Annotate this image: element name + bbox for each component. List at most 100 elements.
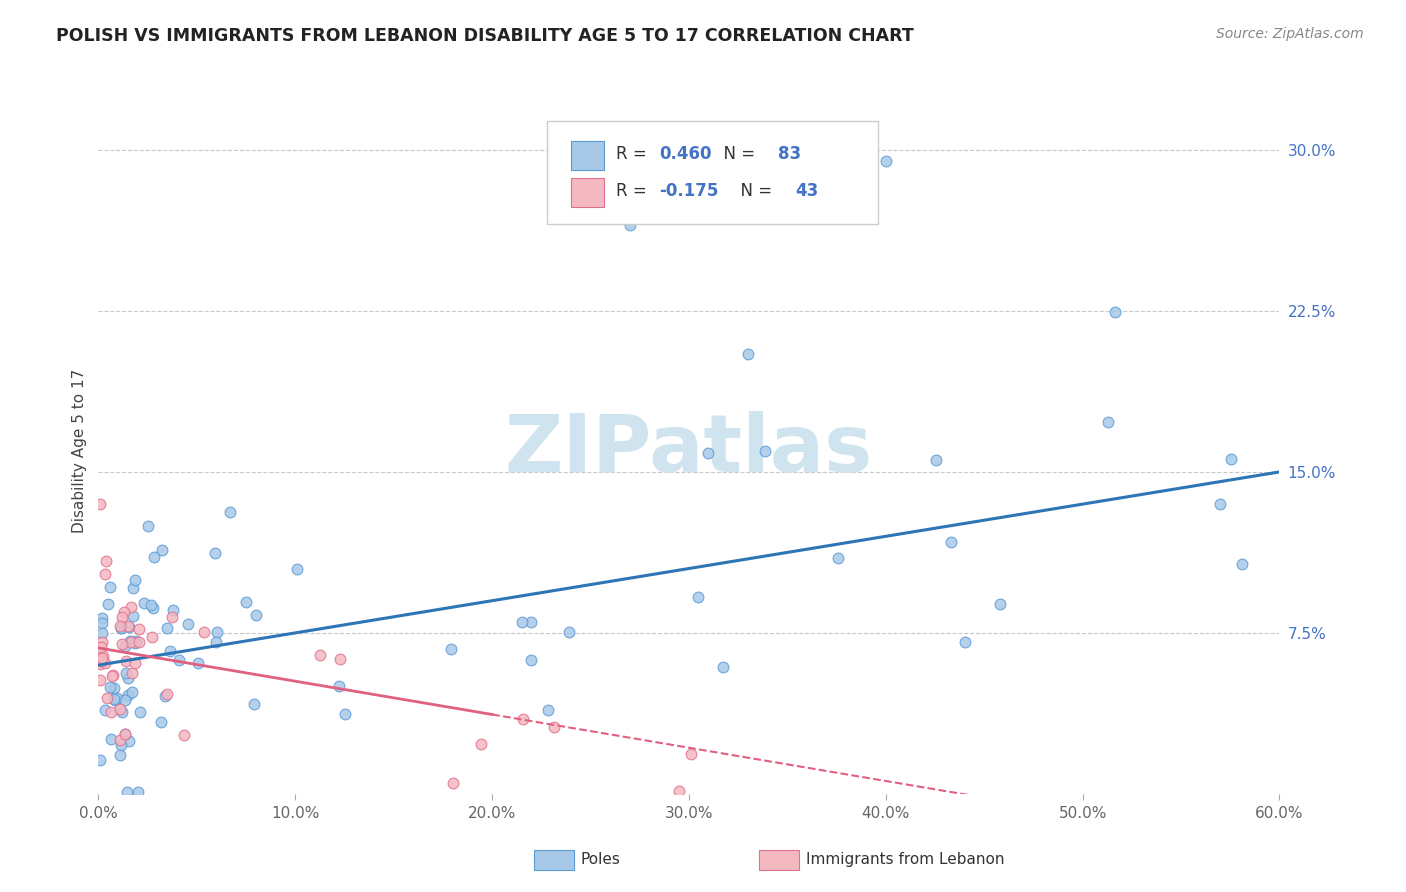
Point [142,601,165,615]
Point [988,598,1011,612]
Point [98,680,121,694]
Point [120,634,142,648]
Point [91,615,114,630]
Point [153,690,176,704]
FancyBboxPatch shape [547,120,877,224]
Point [243,697,266,711]
Point [110,621,132,635]
Text: -0.175: -0.175 [659,182,718,200]
Point [89,673,111,688]
Point [111,705,134,719]
Point [90,640,112,654]
Point [139,598,162,612]
Point [149,715,172,730]
Point [127,785,149,799]
Point [118,734,141,748]
Point [875,153,897,168]
Point [827,550,849,565]
Point [90,654,112,668]
Point [159,644,181,658]
Point [91,651,114,665]
Point [309,648,332,662]
Point [204,546,226,560]
Point [205,634,228,648]
Point [141,630,163,644]
Point [104,693,127,707]
Point [1209,497,1232,511]
Point [117,618,139,632]
Point [156,621,179,635]
Point [118,620,141,634]
Point [679,747,702,761]
Point [120,599,142,614]
Point [121,609,143,624]
Text: 83: 83 [778,145,800,162]
Point [925,453,948,467]
Point [124,635,146,649]
Point [112,605,135,619]
Point [110,738,132,752]
Point [94,703,117,717]
Point [105,690,128,705]
Point [100,705,122,719]
Text: Source: ZipAtlas.com: Source: ZipAtlas.com [1216,27,1364,41]
Point [108,702,131,716]
Point [89,657,111,671]
Text: N =: N = [730,182,778,200]
Point [91,649,114,664]
Point [143,550,166,565]
Point [177,617,200,632]
Point [110,621,132,635]
Point [173,728,195,742]
Point [235,595,257,609]
Point [128,622,150,636]
Point [697,446,720,460]
Point [187,657,209,671]
Point [129,705,152,719]
Point [125,634,148,648]
Point [103,692,125,706]
Point [470,737,492,751]
Point [162,603,184,617]
Text: N =: N = [713,145,759,162]
Point [543,720,565,734]
Point [114,665,136,680]
Point [94,567,117,582]
Y-axis label: Disability Age 5 to 17: Disability Age 5 to 17 [72,368,87,533]
Point [108,619,131,633]
Point [97,597,120,611]
Point [737,347,759,361]
Point [114,727,136,741]
Point [100,731,122,746]
Point [96,691,118,706]
Point [510,615,533,629]
Point [94,656,117,670]
Point [101,668,124,682]
Point [110,732,132,747]
Point [285,562,308,576]
Point [160,609,183,624]
Point [90,626,112,640]
Point [711,659,734,673]
Point [136,519,159,533]
Point [1230,558,1253,572]
Point [440,642,463,657]
FancyBboxPatch shape [571,178,605,207]
Point [96,554,118,568]
Point [124,573,146,587]
Point [156,687,179,701]
Point [91,611,114,625]
Point [512,712,534,726]
Point [1220,452,1243,467]
Point [219,505,242,519]
Point [111,637,134,651]
Point [520,653,543,667]
Point [101,669,124,683]
Point [333,706,356,721]
Point [108,748,131,763]
Point [329,652,352,666]
Text: R =: R = [616,182,652,200]
Point [89,497,111,511]
Text: ZIPatlas: ZIPatlas [505,411,873,490]
Point [111,610,134,624]
